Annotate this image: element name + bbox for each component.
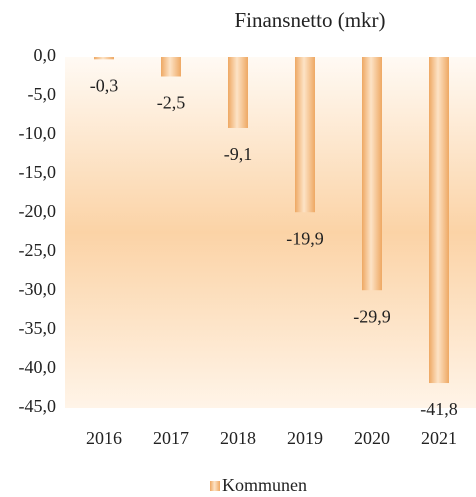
data-label: -41,8 — [420, 399, 458, 419]
y-tick-label: -10,0 — [19, 123, 57, 143]
y-tick-label: -45,0 — [19, 396, 57, 416]
data-label: -29,9 — [353, 306, 391, 326]
y-tick-label: -15,0 — [19, 162, 57, 182]
y-tick-label: -30,0 — [19, 279, 57, 299]
bar — [295, 57, 315, 213]
y-tick-label: -35,0 — [19, 318, 57, 338]
bar — [94, 57, 114, 60]
bar — [228, 57, 248, 128]
x-tick-label: 2020 — [354, 428, 390, 448]
x-tick-label: 2021 — [421, 428, 457, 448]
data-label: -2,5 — [157, 93, 186, 113]
y-tick-label: -40,0 — [19, 357, 57, 377]
plot-area — [65, 57, 476, 408]
y-tick-label: -25,0 — [19, 240, 57, 260]
x-tick-label: 2017 — [153, 428, 189, 448]
bar — [161, 57, 181, 77]
legend-label: Kommunen — [222, 475, 307, 495]
x-tick-label: 2019 — [287, 428, 323, 448]
x-tick-label: 2016 — [86, 428, 122, 448]
y-tick-label: 0,0 — [34, 45, 57, 65]
data-label: -0,3 — [90, 75, 119, 95]
bar — [429, 57, 449, 384]
data-label: -19,9 — [286, 228, 324, 248]
y-tick-label: -5,0 — [28, 84, 57, 104]
legend-swatch — [210, 481, 220, 491]
x-tick-label: 2018 — [220, 428, 256, 448]
y-tick-label: -20,0 — [19, 201, 57, 221]
data-label: -9,1 — [224, 144, 253, 164]
chart-title: Finansnetto (mkr) — [234, 8, 385, 32]
bar — [362, 57, 382, 291]
